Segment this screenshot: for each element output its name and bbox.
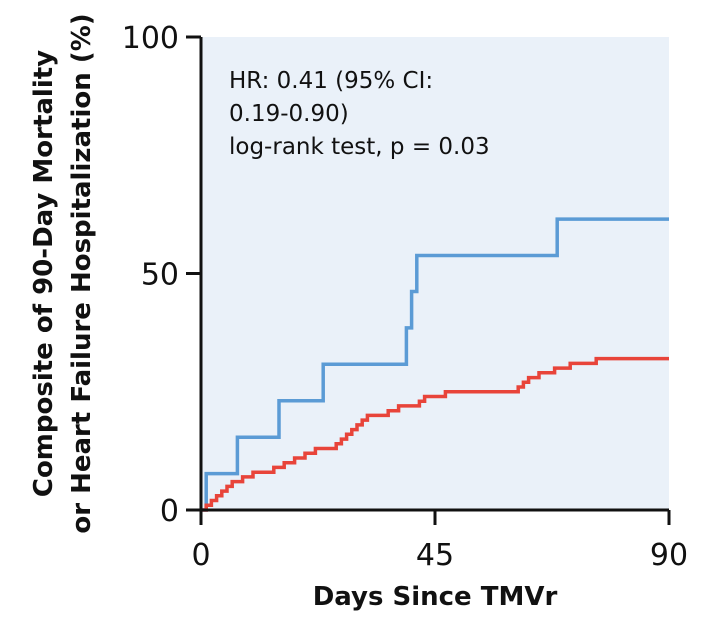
series-line-1 <box>201 217 669 512</box>
logrank-annotation: log-rank test, p = 0.03 <box>229 134 490 160</box>
hr-annotation-line-2: 0.19-0.90) <box>229 101 349 127</box>
y-tick-label: 50 <box>141 258 179 293</box>
x-axis-title: Days Since TMVr <box>313 582 558 612</box>
hr-annotation-line-1: HR: 0.41 (95% CI: <box>229 68 433 94</box>
x-tick-label: 0 <box>191 538 210 573</box>
series-line-2 <box>201 356 669 512</box>
y-tick-label: 100 <box>122 21 179 56</box>
x-tick-label: 90 <box>650 538 688 573</box>
tick-layer: 0 50 100 0 45 90 <box>122 21 688 573</box>
y-axis-title-line-2: or Heart Failure Hospitalization (%) <box>67 13 97 533</box>
series-layer <box>201 217 669 512</box>
y-tick-label: 0 <box>160 494 179 529</box>
x-tick-label: 45 <box>416 538 454 573</box>
y-axis-title-line-1: Composite of 90-Day Mortality <box>29 50 59 497</box>
